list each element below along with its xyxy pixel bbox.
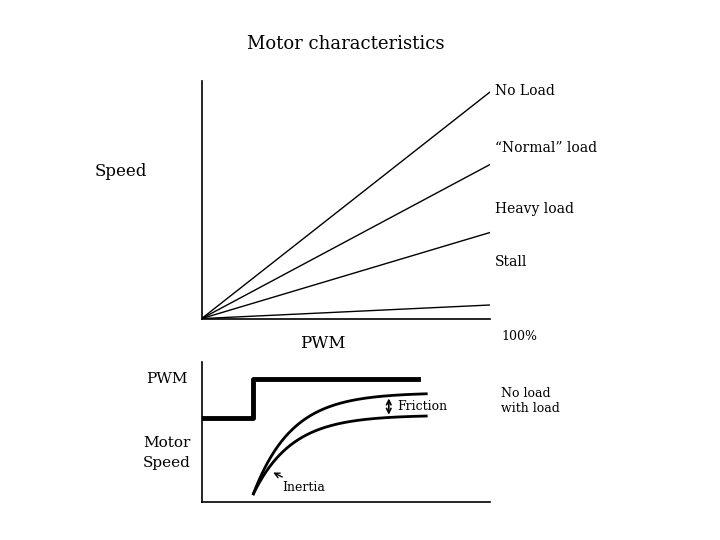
Text: Stall: Stall bbox=[495, 254, 528, 268]
Text: Speed: Speed bbox=[95, 163, 147, 180]
Text: PWM: PWM bbox=[146, 372, 188, 386]
Text: PWM: PWM bbox=[300, 335, 346, 352]
Text: Friction: Friction bbox=[397, 400, 448, 413]
Text: 100%: 100% bbox=[501, 330, 537, 343]
Text: No load
with load: No load with load bbox=[501, 387, 560, 415]
Text: Heavy load: Heavy load bbox=[495, 202, 575, 217]
Text: No Load: No Load bbox=[495, 84, 555, 98]
Text: Motor: Motor bbox=[143, 436, 191, 450]
Text: “Normal” load: “Normal” load bbox=[495, 140, 598, 154]
Text: Speed: Speed bbox=[143, 456, 191, 470]
Text: Motor characteristics: Motor characteristics bbox=[247, 35, 444, 53]
Text: Inertia: Inertia bbox=[274, 473, 325, 494]
